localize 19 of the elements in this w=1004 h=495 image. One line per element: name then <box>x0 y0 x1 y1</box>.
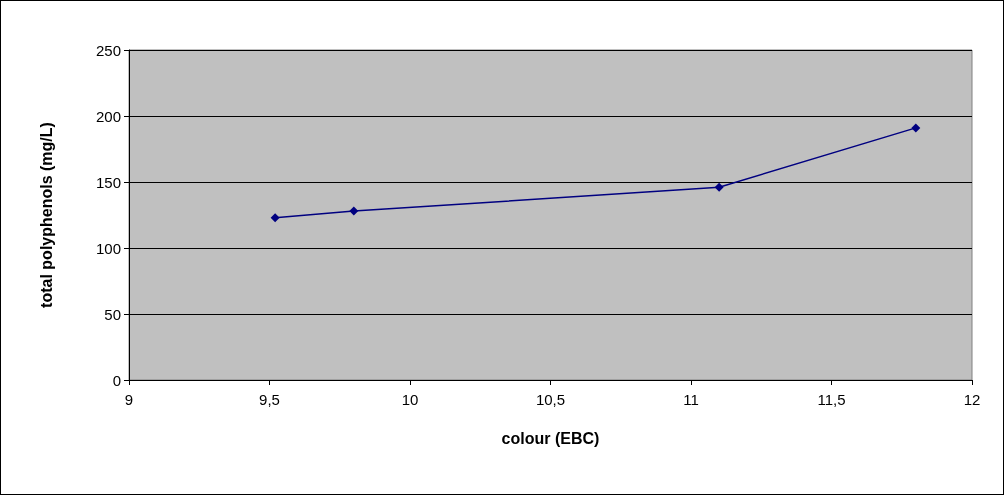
x-tick-label: 11 <box>683 391 699 408</box>
x-tick-label: 9 <box>124 391 134 408</box>
x-tick-label: 9,5 <box>259 391 280 408</box>
point <box>714 182 724 192</box>
point <box>270 213 280 223</box>
x-tick-label: 10 <box>401 391 419 408</box>
y-tick-label: 100 <box>95 239 121 257</box>
x-tick-label: 12 <box>963 391 981 408</box>
y-tick-label: 250 <box>95 41 121 59</box>
x-axis-title: colour (EBC) <box>501 429 600 447</box>
x-tick-label: 11,5 <box>817 391 846 408</box>
y-tick-label: 200 <box>95 107 121 125</box>
point <box>349 206 359 216</box>
point <box>911 123 921 133</box>
y-axis-title: total polyphenols (mg/L) <box>37 122 55 308</box>
y-tick-label: 150 <box>95 173 121 191</box>
y-tick-label: 0 <box>112 371 121 389</box>
y-tick-label: 50 <box>104 305 121 323</box>
x-tick-label: 10,5 <box>535 391 566 408</box>
